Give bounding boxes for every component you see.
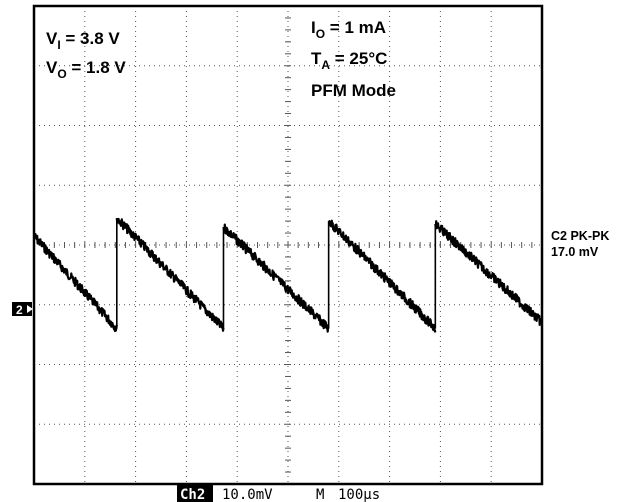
trace-ramp-segment: [33, 233, 118, 333]
timebase-mode: M: [316, 487, 324, 502]
waveform-trace: [33, 217, 544, 333]
trace-ramp-segment: [434, 220, 544, 326]
time-per-div: 100µs: [338, 487, 380, 502]
condition-ta: TA = 25°C: [311, 49, 387, 72]
scale-readout: Ch2 10.0mV M 100µs: [177, 485, 380, 502]
condition-vi: VI = 3.8 V: [46, 29, 120, 52]
channel-label: Ch2: [180, 487, 205, 502]
condition-io: IO = 1 mA: [311, 18, 386, 41]
condition-vo: VO = 1.8 V: [46, 58, 126, 81]
screen-border: [32, 4, 544, 486]
trace-ramp-segment: [222, 223, 330, 333]
svg-text:2: 2: [16, 303, 23, 317]
measurement-label: C2 PK-PK: [551, 229, 609, 243]
trace-ramp-segment: [327, 219, 437, 333]
channel-ground-marker: 2: [12, 302, 33, 317]
graticule: [33, 5, 543, 485]
volts-per-div: 10.0mV: [222, 487, 273, 502]
measurement-value: 17.0 mV: [551, 245, 599, 259]
condition-mode: PFM Mode: [311, 81, 396, 100]
trace-ramp-segment: [115, 217, 225, 332]
